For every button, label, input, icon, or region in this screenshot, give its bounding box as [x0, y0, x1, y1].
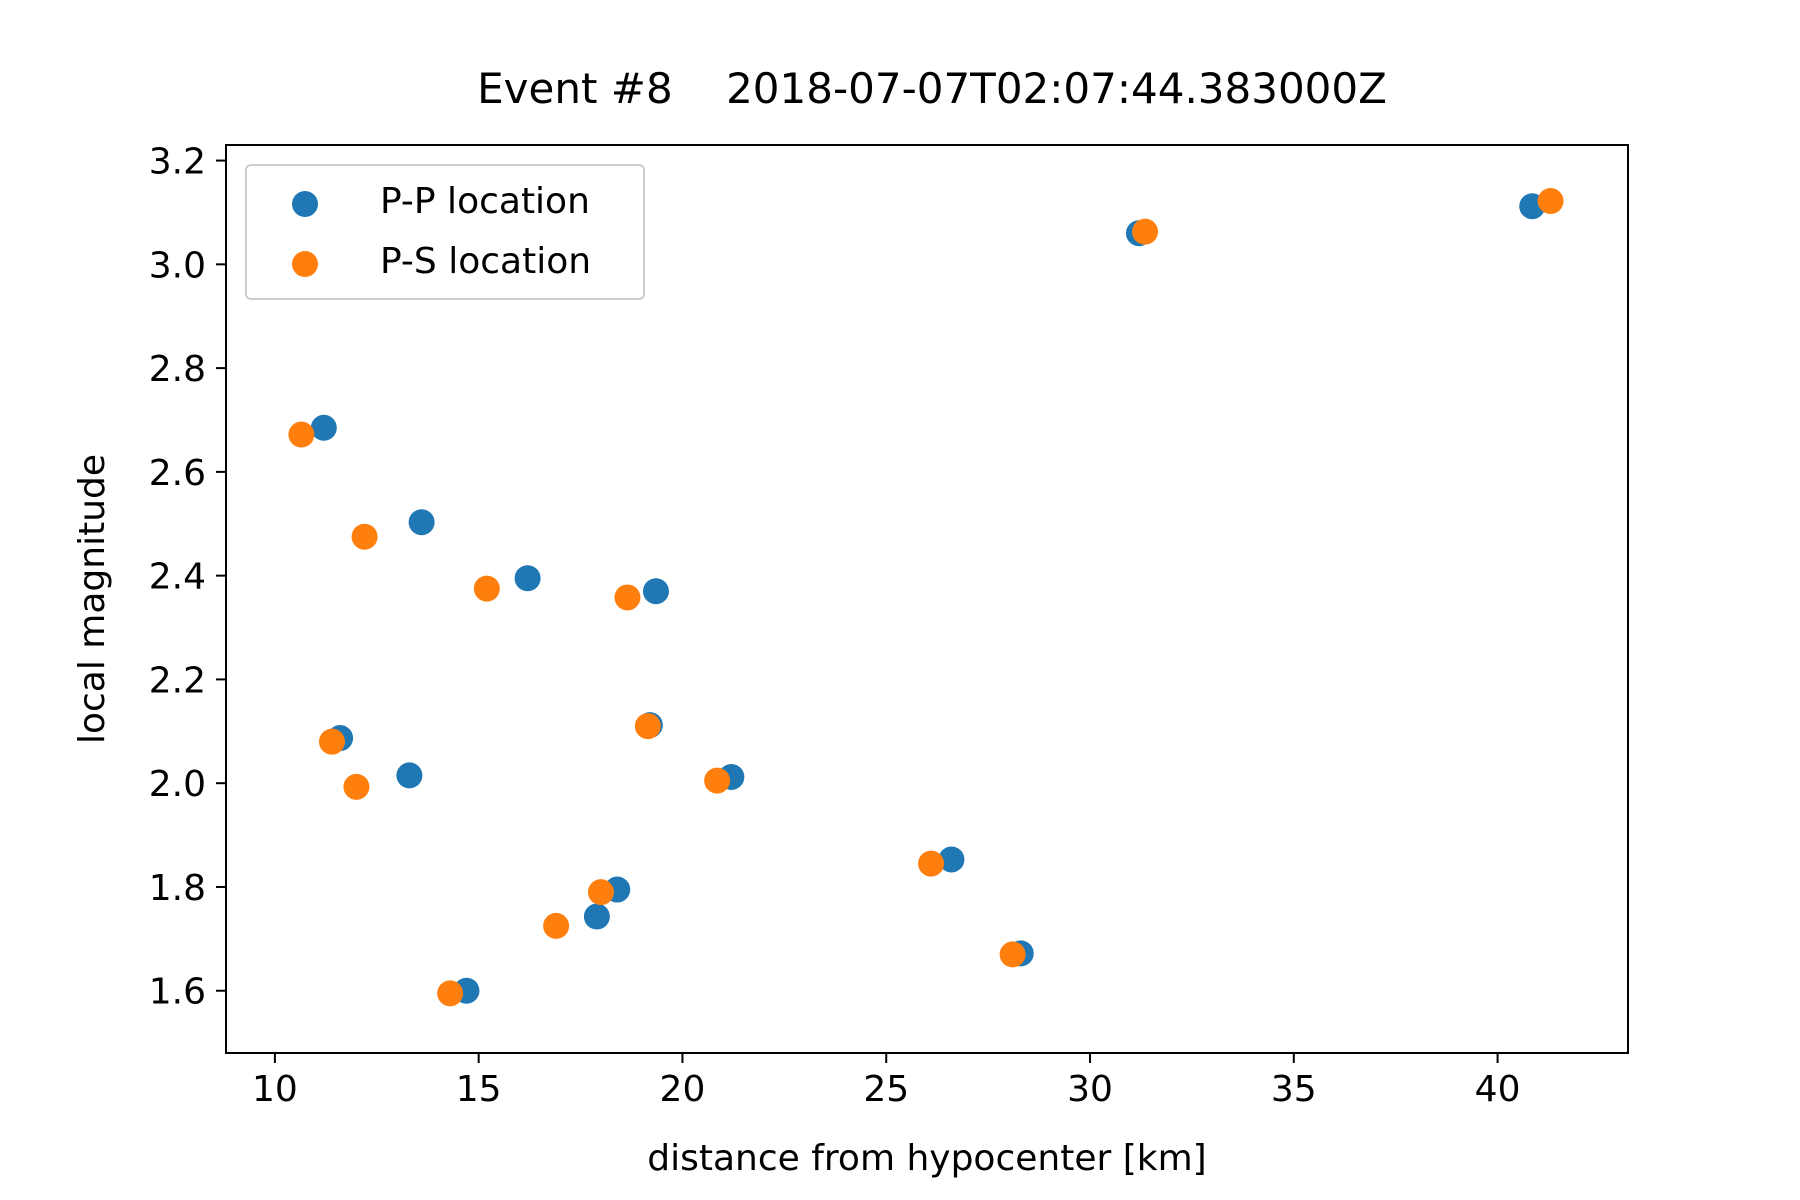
x-axis: 10 15 20 25 30 35 40: [252, 1053, 1520, 1110]
legend-marker-pp: [292, 191, 318, 217]
plot-area-frame: [225, 144, 1629, 1054]
x-tick-label: 40: [1475, 1069, 1521, 1110]
data-points: [288, 188, 1564, 1007]
series-ps: [288, 188, 1564, 1007]
data-point: [543, 912, 570, 939]
legend: P-P location P-S location: [245, 164, 645, 300]
y-tick-label: 2.2: [149, 660, 206, 701]
y-tick-label: 2.4: [149, 557, 206, 598]
data-point: [473, 575, 500, 602]
legend-label-pp: P-P location: [380, 181, 590, 222]
data-point: [318, 728, 345, 755]
data-point: [918, 850, 945, 877]
data-point: [634, 713, 661, 740]
y-tick-label: 1.8: [149, 868, 206, 909]
data-point: [704, 767, 731, 794]
legend-box: [245, 164, 645, 300]
data-point: [938, 846, 965, 873]
data-point: [351, 523, 378, 550]
chart-title: Event #8 2018-07-07T02:07:44.383000Z: [477, 64, 1387, 113]
x-tick-label: 10: [252, 1069, 298, 1110]
y-tick-label: 2.0: [149, 764, 206, 805]
data-point: [437, 980, 464, 1007]
series-pp: [310, 193, 1546, 1004]
data-point: [408, 509, 435, 536]
x-tick-label: 20: [660, 1069, 706, 1110]
y-axis: 1.6 1.8 2.0 2.2 2.4 2.6 2.8 3.0 3.2: [149, 142, 226, 1013]
x-tick-label: 25: [863, 1069, 909, 1110]
y-tick-label: 2.6: [149, 453, 206, 494]
x-tick-label: 15: [456, 1069, 502, 1110]
data-point: [1537, 188, 1564, 215]
x-tick-label: 35: [1271, 1069, 1317, 1110]
x-tick-label: 30: [1067, 1069, 1113, 1110]
data-point: [396, 762, 423, 789]
data-point: [310, 414, 337, 441]
y-tick-label: 3.2: [149, 142, 206, 183]
data-point: [288, 421, 315, 448]
legend-label-ps: P-S location: [380, 241, 591, 282]
data-point: [343, 773, 370, 800]
x-axis-label: distance from hypocenter [km]: [647, 1138, 1206, 1179]
data-point: [514, 565, 541, 592]
y-tick-label: 2.8: [149, 349, 206, 390]
y-tick-label: 3.0: [149, 245, 206, 286]
data-point: [642, 578, 669, 605]
data-point: [587, 879, 614, 906]
legend-marker-ps: [292, 251, 318, 277]
data-point: [999, 941, 1026, 968]
y-axis-label: local magnitude: [72, 454, 113, 744]
data-point: [1132, 218, 1159, 245]
data-point: [583, 903, 610, 930]
data-point: [614, 584, 641, 611]
y-tick-label: 1.6: [149, 972, 206, 1013]
